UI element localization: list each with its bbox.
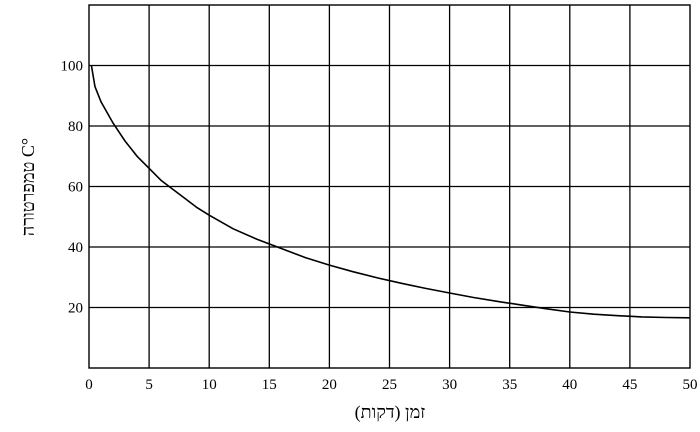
x-tick-label: 25 [382, 377, 397, 393]
x-tick-label: 5 [145, 377, 153, 393]
y-tick-label: 100 [61, 59, 84, 75]
x-tick-label: 10 [202, 377, 217, 393]
x-axis-ticks: 0 5 10 15 20 25 30 35 40 45 50 [85, 377, 697, 393]
x-tick-label: 30 [442, 377, 457, 393]
y-tick-label: 20 [68, 301, 83, 317]
x-tick-label: 20 [322, 377, 337, 393]
temperature-curve [90, 65, 691, 319]
x-tick-label: 40 [562, 377, 577, 393]
x-axis-label: זמן (דקות) [355, 402, 426, 423]
x-tick-label: 50 [683, 377, 698, 393]
x-tick-label: 45 [622, 377, 637, 393]
x-tick-label: 0 [85, 377, 93, 393]
y-tick-label: 60 [68, 180, 83, 196]
y-tick-label: 40 [68, 240, 83, 256]
x-tick-label: 35 [502, 377, 517, 393]
x-tick-label: 15 [262, 377, 277, 393]
y-axis-ticks: 20 40 60 80 100 [61, 59, 84, 317]
y-tick-label: 80 [68, 119, 83, 135]
grid [88, 4, 691, 369]
y-axis-label: טמפרטורה C° [18, 138, 38, 236]
